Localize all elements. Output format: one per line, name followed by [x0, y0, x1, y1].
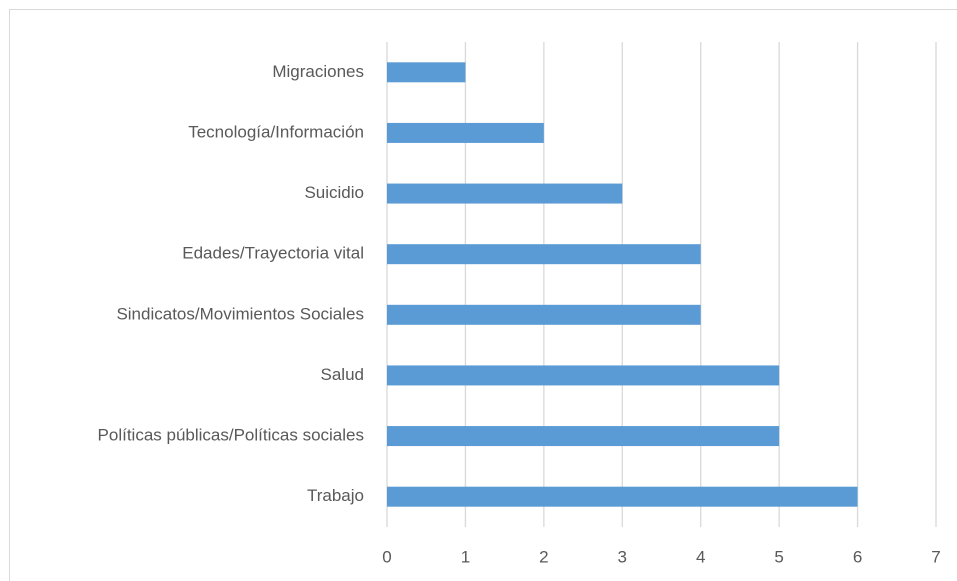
- x-tick-label: 1: [461, 547, 470, 566]
- y-tick-label: Trabajo: [307, 486, 364, 505]
- bar: [387, 304, 701, 325]
- y-tick-label: Salud: [321, 365, 364, 384]
- bar: [387, 62, 466, 83]
- bar: [387, 244, 701, 265]
- x-tick-label: 6: [853, 547, 862, 566]
- bar: [387, 426, 780, 447]
- x-tick-label: 7: [931, 547, 940, 566]
- x-tick-label: 2: [539, 547, 548, 566]
- x-tick-label: 0: [382, 547, 391, 566]
- bar: [387, 486, 858, 507]
- y-tick-label: Tecnología/Información: [188, 122, 364, 141]
- chart-border: [9, 9, 957, 581]
- x-tick-label: 4: [696, 547, 705, 566]
- y-tick-label: Sindicatos/Movimientos Sociales: [116, 304, 364, 323]
- y-tick-label: Edades/Trayectoria vital: [182, 244, 364, 263]
- bar: [387, 183, 623, 204]
- bar: [387, 122, 544, 143]
- y-tick-label: Suicidio: [304, 183, 364, 202]
- y-tick-label: Políticas públicas/Políticas sociales: [98, 426, 364, 445]
- x-tick-label: 3: [618, 547, 627, 566]
- x-tick-label: 5: [774, 547, 783, 566]
- bar: [387, 365, 780, 386]
- y-tick-label: Migraciones: [272, 62, 364, 81]
